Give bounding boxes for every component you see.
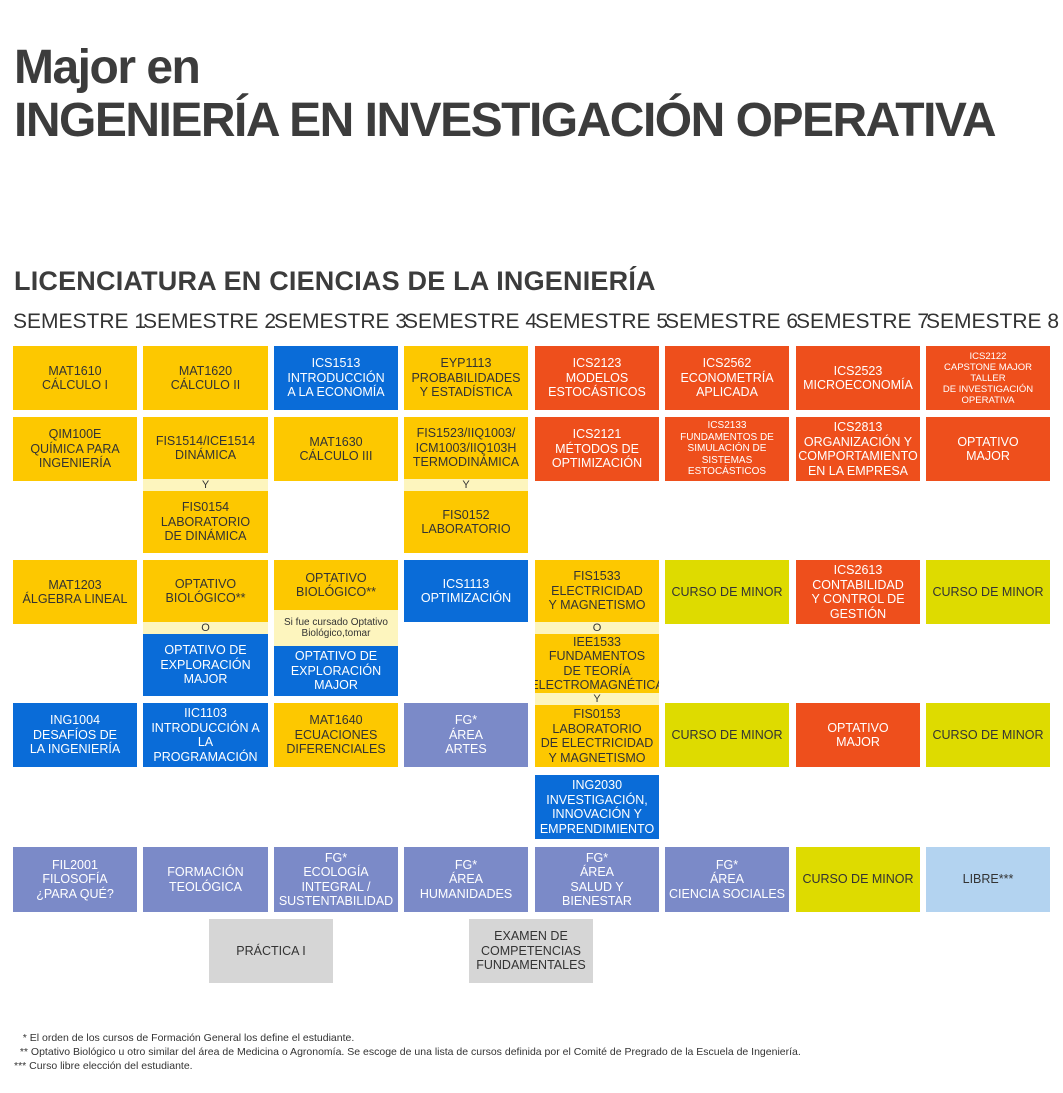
program-subtitle: LICENCIATURA EN CIENCIAS DE LA INGENIERÍ… [14, 266, 656, 296]
course-mat1640[interactable]: MAT1640 ECUACIONES DIFERENCIALES [274, 703, 398, 767]
course-ing2030[interactable]: ING2030 INVESTIGACIÓN, INNOVACIÓN Y EMPR… [535, 775, 659, 839]
course-ics2123[interactable]: ICS2123 MODELOS ESTOCÁSTICOS [535, 346, 659, 410]
course-iee1533[interactable]: IEE1533 FUNDAMENTOS DE TEORÍA ELECTROMAG… [535, 634, 659, 693]
course-ics2133[interactable]: ICS2133 FUNDAMENTOS DE SIMULACIÓN DE SIS… [665, 417, 789, 481]
condition-note: Si fue cursado Optativo Biológico,tomar [274, 610, 398, 646]
semester-3-header: SEMESTRE 3 [274, 310, 408, 333]
course-minor[interactable]: CURSO DE MINOR [665, 560, 789, 624]
course-ics2523[interactable]: ICS2523 MICROECONOMÍA [796, 346, 920, 410]
course-mat1203[interactable]: MAT1203 ÁLGEBRA LINEAL [13, 560, 137, 624]
semester-4-header: SEMESTRE 4 [404, 310, 538, 333]
course-fg-salud[interactable]: FG* ÁREA SALUD Y BIENESTAR [535, 847, 659, 912]
course-fis0153[interactable]: FIS0153 LABORATORIO DE ELECTRICIDAD Y MA… [535, 705, 659, 767]
course-fis1523[interactable]: FIS1523/IIQ1003/ ICM1003/IIQ103H TERMODI… [404, 417, 528, 479]
course-eyp1113[interactable]: EYP1113 PROBABILIDADES Y ESTADÍSTICA [404, 346, 528, 410]
connector-or: O [535, 622, 659, 634]
course-minor[interactable]: CURSO DE MINOR [796, 847, 920, 912]
course-fg-ciencias-sociales[interactable]: FG* ÁREA CIENCIA SOCIALES [665, 847, 789, 912]
course-minor[interactable]: CURSO DE MINOR [926, 703, 1050, 767]
course-optativo-exploracion[interactable]: OPTATIVO DE EXPLORACIÓN MAJOR [143, 634, 268, 696]
footnote-fg: * El orden de los cursos de Formación Ge… [14, 1032, 355, 1044]
semester-5-header: SEMESTRE 5 [535, 310, 669, 333]
semester-8-header: SEMESTRE 8 [926, 310, 1060, 333]
course-fil2001[interactable]: FIL2001 FILOSOFÍA ¿PARA QUÉ? [13, 847, 137, 912]
course-fg-artes[interactable]: FG* ÁREA ARTES [404, 703, 528, 767]
course-ics2613[interactable]: ICS2613 CONTABILIDAD Y CONTROL DE GESTIÓ… [796, 560, 920, 624]
course-optativo-biologico[interactable]: OPTATIVO BIOLÓGICO** [143, 560, 268, 622]
course-ics2121[interactable]: ICS2121 MÉTODOS DE OPTIMIZACIÓN [535, 417, 659, 481]
course-fg-humanidades[interactable]: FG* ÁREA HUMANIDADES [404, 847, 528, 912]
connector-and: Y [404, 479, 528, 491]
course-ics1113[interactable]: ICS1113 OPTIMIZACIÓN [404, 560, 528, 622]
course-optativo-major[interactable]: OPTATIVO MAJOR [926, 417, 1050, 481]
footnote-optativo-biologico: ** Optativo Biológico u otro similar del… [14, 1046, 801, 1058]
semester-6-header: SEMESTRE 6 [665, 310, 799, 333]
footnote-libre: *** Curso libre elección del estudiante. [14, 1060, 193, 1072]
course-fis0152[interactable]: FIS0152 LABORATORIO [404, 491, 528, 553]
course-ics2122[interactable]: ICS2122 CAPSTONE MAJOR TALLER DE INVESTI… [926, 346, 1050, 410]
page-title-line1: Major en [14, 41, 201, 94]
semester-7-header: SEMESTRE 7 [796, 310, 930, 333]
page-title-major: INGENIERÍA EN INVESTIGACIÓN OPERATIVA [14, 94, 997, 147]
examen-competencias[interactable]: EXAMEN DE COMPETENCIAS FUNDAMENTALES [469, 919, 593, 983]
course-qim100e[interactable]: QIM100E QUÍMICA PARA INGENIERÍA [13, 417, 137, 481]
course-mat1630[interactable]: MAT1630 CÁLCULO III [274, 417, 398, 481]
course-fg-ecologia[interactable]: FG* ECOLOGÍA INTEGRAL / SUSTENTABILIDAD [274, 847, 398, 912]
course-minor[interactable]: CURSO DE MINOR [665, 703, 789, 767]
course-libre[interactable]: LIBRE*** [926, 847, 1050, 912]
course-fis0154[interactable]: FIS0154 LABORATORIO DE DINÁMICA [143, 491, 268, 553]
course-fis1514[interactable]: FIS1514/ICE1514 DINÁMICA [143, 417, 268, 479]
course-optativo-exploracion[interactable]: OPTATIVO DE EXPLORACIÓN MAJOR [274, 646, 398, 696]
course-ing1004[interactable]: ING1004 DESAFÍOS DE LA INGENIERÍA [13, 703, 137, 767]
connector-or: O [143, 622, 268, 634]
course-ics2813[interactable]: ICS2813 ORGANIZACIÓN Y COMPORTAMIENTO EN… [796, 417, 920, 481]
course-iic1103[interactable]: IIC1103 INTRODUCCIÓN A LA PROGRAMACIÓN [143, 703, 268, 767]
course-minor[interactable]: CURSO DE MINOR [926, 560, 1050, 624]
connector-and: Y [535, 693, 659, 705]
course-ics2562[interactable]: ICS2562 ECONOMETRÍA APLICADA [665, 346, 789, 410]
course-mat1610[interactable]: MAT1610 CÁLCULO I [13, 346, 137, 410]
practica-i[interactable]: PRÁCTICA I [209, 919, 333, 983]
connector-and: Y [143, 479, 268, 491]
course-mat1620[interactable]: MAT1620 CÁLCULO II [143, 346, 268, 410]
course-formacion-teologica[interactable]: FORMACIÓN TEOLÓGICA [143, 847, 268, 912]
semester-1-header: SEMESTRE 1 [13, 310, 147, 333]
course-optativo-biologico[interactable]: OPTATIVO BIOLÓGICO** [274, 560, 398, 610]
semester-2-header: SEMESTRE 2 [143, 310, 277, 333]
course-ics1513[interactable]: ICS1513 INTRODUCCIÓN A LA ECONOMÍA [274, 346, 398, 410]
course-optativo-major[interactable]: OPTATIVO MAJOR [796, 703, 920, 767]
course-fis1533[interactable]: FIS1533 ELECTRICIDAD Y MAGNETISMO [535, 560, 659, 622]
